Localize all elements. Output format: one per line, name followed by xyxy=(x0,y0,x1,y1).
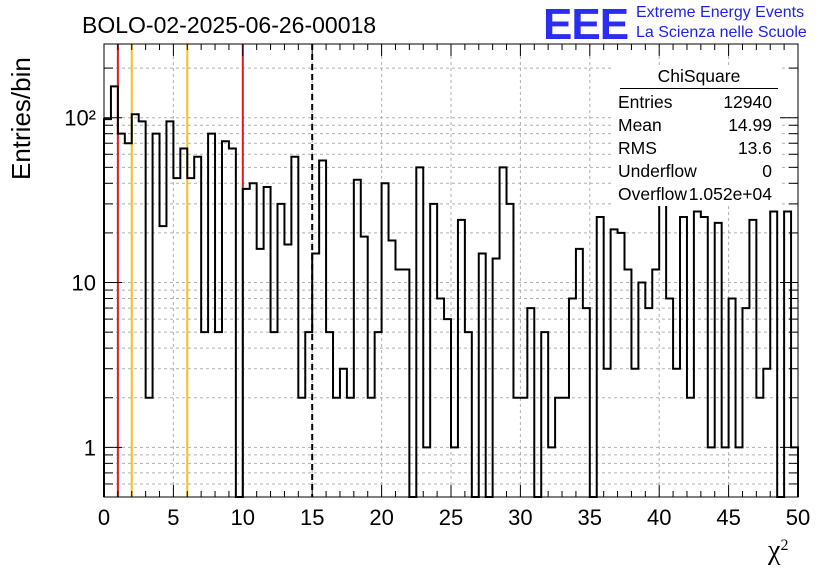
y-tick-label: 1 xyxy=(84,435,96,460)
x-tick-label: 45 xyxy=(716,505,740,530)
stats-value: 0 xyxy=(762,161,772,181)
x-tick-label: 30 xyxy=(508,505,532,530)
x-tick-label: 5 xyxy=(167,505,179,530)
x-tick-label: 0 xyxy=(98,505,110,530)
x-tick-label: 10 xyxy=(231,505,255,530)
stats-label: RMS xyxy=(618,138,657,158)
x-tick-label: 35 xyxy=(578,505,602,530)
stats-row: RMS 13.6 xyxy=(612,137,780,160)
x-tick-label: 25 xyxy=(439,505,463,530)
stats-row: Overflow 1.052e+04 xyxy=(612,183,780,206)
stats-value: 12940 xyxy=(723,92,772,112)
y-tick-label: 10 xyxy=(72,271,96,296)
x-tick-label: 20 xyxy=(369,505,393,530)
stats-label: Mean xyxy=(618,115,662,135)
stats-label: Overflow xyxy=(618,184,688,204)
stats-label: Underflow xyxy=(618,161,697,181)
stats-value: 13.6 xyxy=(737,138,772,158)
x-tick-label: 50 xyxy=(786,505,810,530)
y-tick-label: 10² xyxy=(64,106,96,131)
histogram-series xyxy=(103,85,799,498)
stats-value: 1.052e+04 xyxy=(688,184,772,204)
stats-title: ChiSquare xyxy=(620,66,778,89)
x-tick-label: 15 xyxy=(300,505,324,530)
eee-logo-line1: Extreme Energy Events xyxy=(636,4,805,21)
eee-logo-line2: La Scienza nelle Scuole xyxy=(636,24,807,41)
eee-logo-mark: EEE xyxy=(543,0,629,49)
x-tick-label: 40 xyxy=(647,505,671,530)
stats-row: Underflow 0 xyxy=(612,160,780,183)
chart-title: BOLO-02-2025-06-26-00018 xyxy=(82,12,377,38)
stats-value: 14.99 xyxy=(728,115,772,135)
x-axis-label: χ2 xyxy=(768,535,789,566)
stats-row: Entries 12940 xyxy=(612,91,780,114)
stats-label: Entries xyxy=(618,92,673,112)
stats-row: Mean 14.99 xyxy=(612,114,780,137)
stats-box: ChiSquare Entries 12940 Mean 14.99 RMS 1… xyxy=(612,66,780,206)
y-axis-label: Entries/bin xyxy=(6,57,36,180)
